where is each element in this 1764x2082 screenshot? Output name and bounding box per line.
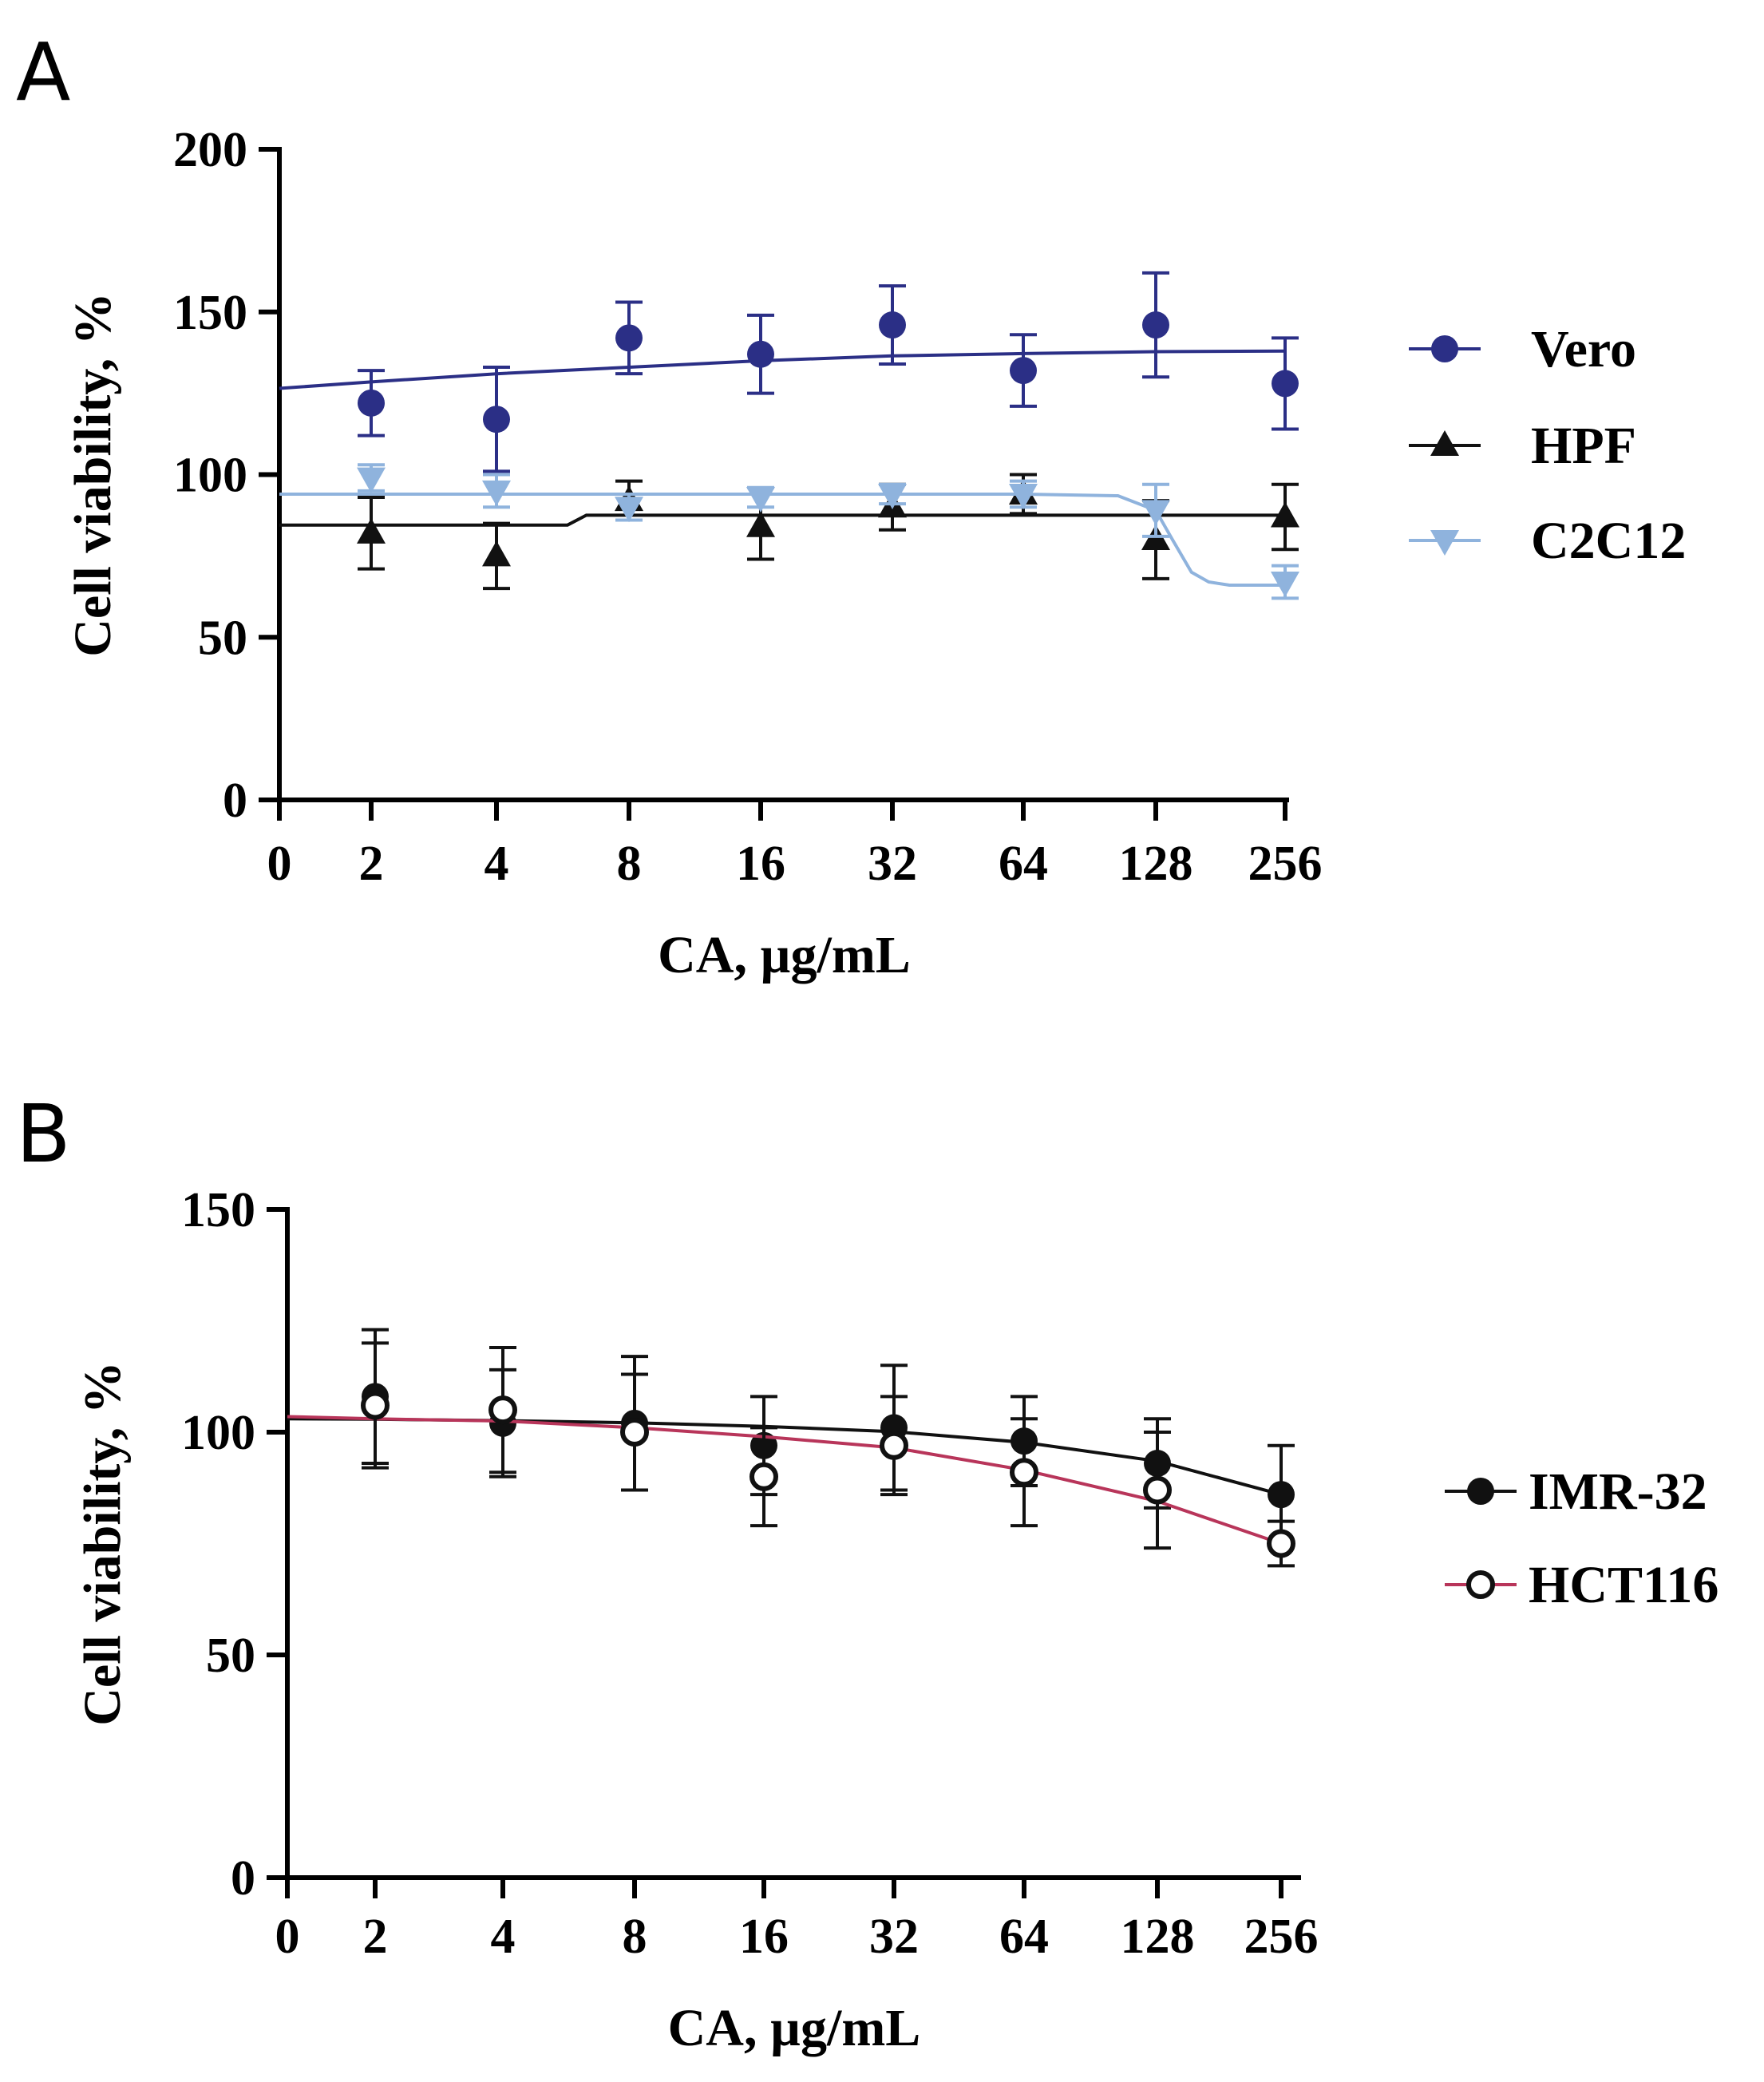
- y-tick-label-b-50: 50: [206, 1629, 255, 1683]
- point-a-c2c12-2: [357, 467, 386, 493]
- point-a-vero-16: [747, 340, 774, 368]
- series-a-hpf: [279, 473, 1299, 591]
- x-tick-label-b-2: 2: [363, 1910, 388, 1964]
- y-axis-title-b: Cell viability, %: [73, 1361, 132, 1726]
- point-a-c2c12-4: [482, 480, 511, 506]
- x-tick-label-b-4: 4: [491, 1910, 516, 1964]
- fit-line-a-hpf: [279, 513, 1285, 527]
- y-tick-label-b-100: 100: [181, 1406, 255, 1460]
- legend-marker-b-hct116: [1466, 1570, 1495, 1599]
- point-b-hct116-8: [620, 1418, 649, 1447]
- legend-label-b-imr-32: IMR-32: [1529, 1463, 1707, 1521]
- point-a-vero-64: [1010, 357, 1037, 385]
- point-a-c2c12-64: [1009, 483, 1038, 509]
- x-tick-label-a-8: 8: [617, 837, 642, 891]
- y-tick-label-b-0: 0: [231, 1851, 255, 1906]
- point-a-vero-4: [483, 406, 510, 433]
- y-tick-label-a-200: 200: [173, 123, 247, 177]
- point-a-c2c12-16: [746, 487, 775, 513]
- y-tick-label-a-100: 100: [173, 449, 247, 503]
- panel-letter-a: A: [16, 26, 70, 119]
- point-b-hct116-32: [880, 1431, 908, 1460]
- point-a-vero-256: [1272, 370, 1299, 398]
- point-a-hpf-2: [357, 517, 386, 544]
- point-b-hct116-4: [488, 1395, 517, 1425]
- x-tick-label-a-0: 0: [267, 837, 292, 891]
- x-tick-label-b-16: 16: [739, 1910, 789, 1964]
- legend-item-a-hpf: HPF: [1409, 417, 1636, 475]
- fit-line-a-c2c12: [279, 493, 1285, 587]
- x-tick-label-a-2: 2: [359, 837, 384, 891]
- legend-item-a-vero: Vero: [1409, 320, 1636, 378]
- legend-item-b-hct116: HCT116: [1445, 1556, 1719, 1614]
- x-tick-label-b-64: 64: [999, 1910, 1049, 1964]
- series-b-imr-32: [287, 1328, 1295, 1546]
- legend-label-a-vero: Vero: [1531, 320, 1636, 378]
- point-a-vero-32: [879, 311, 906, 339]
- legend-label-a-c2c12: C2C12: [1531, 512, 1686, 570]
- point-a-hpf-256: [1271, 501, 1299, 528]
- series-a-c2c12: [279, 463, 1299, 600]
- point-b-hct116-256: [1267, 1529, 1295, 1558]
- point-b-imr-32-256: [1268, 1481, 1295, 1509]
- chart-a: 0 50 100 150 200 0 2 4 8 16 32 64 128 256 CA, µg/mL Cel…: [64, 123, 1686, 984]
- x-tick-label-a-4: 4: [485, 837, 509, 891]
- point-a-hpf-4: [482, 540, 511, 567]
- x-tick-label-b-0: 0: [275, 1910, 300, 1964]
- legend-label-a-hpf: HPF: [1531, 417, 1636, 475]
- panel-letter-b: B: [16, 1087, 71, 1181]
- legend-marker-a-vero: [1431, 335, 1458, 362]
- y-tick-label-a-0: 0: [223, 774, 247, 828]
- x-tick-label-a-128: 128: [1119, 837, 1193, 891]
- legend-label-b-hct116: HCT116: [1529, 1556, 1719, 1614]
- point-a-c2c12-256: [1271, 571, 1299, 597]
- point-a-vero-2: [358, 389, 385, 417]
- legend-item-b-imr-32: IMR-32: [1445, 1463, 1707, 1521]
- legend-item-a-c2c12: C2C12: [1409, 512, 1686, 570]
- x-tick-label-b-8: 8: [623, 1910, 647, 1964]
- point-a-vero-128: [1142, 311, 1169, 339]
- y-tick-label-a-50: 50: [198, 611, 247, 665]
- x-tick-label-b-128: 128: [1121, 1910, 1195, 1964]
- point-a-c2c12-8: [615, 497, 643, 523]
- x-tick-label-a-64: 64: [999, 837, 1048, 891]
- x-tick-label-a-32: 32: [868, 837, 917, 891]
- legend-marker-b-imr-32: [1467, 1478, 1494, 1505]
- x-tick-label-b-32: 32: [869, 1910, 919, 1964]
- series-b-hct116: [287, 1341, 1295, 1568]
- y-axis-title-a: Cell viability, %: [64, 292, 122, 657]
- legend-marker-a-hpf: [1430, 430, 1459, 456]
- point-b-hct116-16: [750, 1462, 778, 1491]
- x-tick-label-a-16: 16: [736, 837, 785, 891]
- x-axis-title-b: CA, µg/mL: [668, 1999, 921, 2057]
- fit-line-b-imr-32: [287, 1417, 1282, 1497]
- fit-line-b-hct116: [287, 1415, 1282, 1546]
- legend-marker-a-c2c12: [1430, 530, 1459, 556]
- chart-b: 0 50 100 150 0 2 4 8 16 32 64 128 256 CA, µg/mL Cell v…: [73, 1183, 1719, 2057]
- x-axis-title-a: CA, µg/mL: [658, 926, 911, 984]
- point-a-vero-8: [615, 324, 643, 352]
- series-a-vero: [279, 271, 1299, 473]
- point-b-hct116-128: [1143, 1475, 1172, 1505]
- fit-line-a-vero: [279, 349, 1286, 390]
- point-b-hct116-64: [1010, 1458, 1038, 1487]
- point-b-hct116-2: [361, 1391, 390, 1420]
- y-tick-label-a-150: 150: [173, 286, 247, 340]
- x-tick-label-b-256: 256: [1244, 1910, 1319, 1964]
- point-a-c2c12-32: [878, 483, 907, 509]
- point-a-c2c12-128: [1141, 500, 1170, 526]
- y-tick-label-b-150: 150: [181, 1183, 255, 1237]
- x-tick-label-a-256: 256: [1248, 837, 1323, 891]
- point-a-hpf-16: [746, 511, 775, 537]
